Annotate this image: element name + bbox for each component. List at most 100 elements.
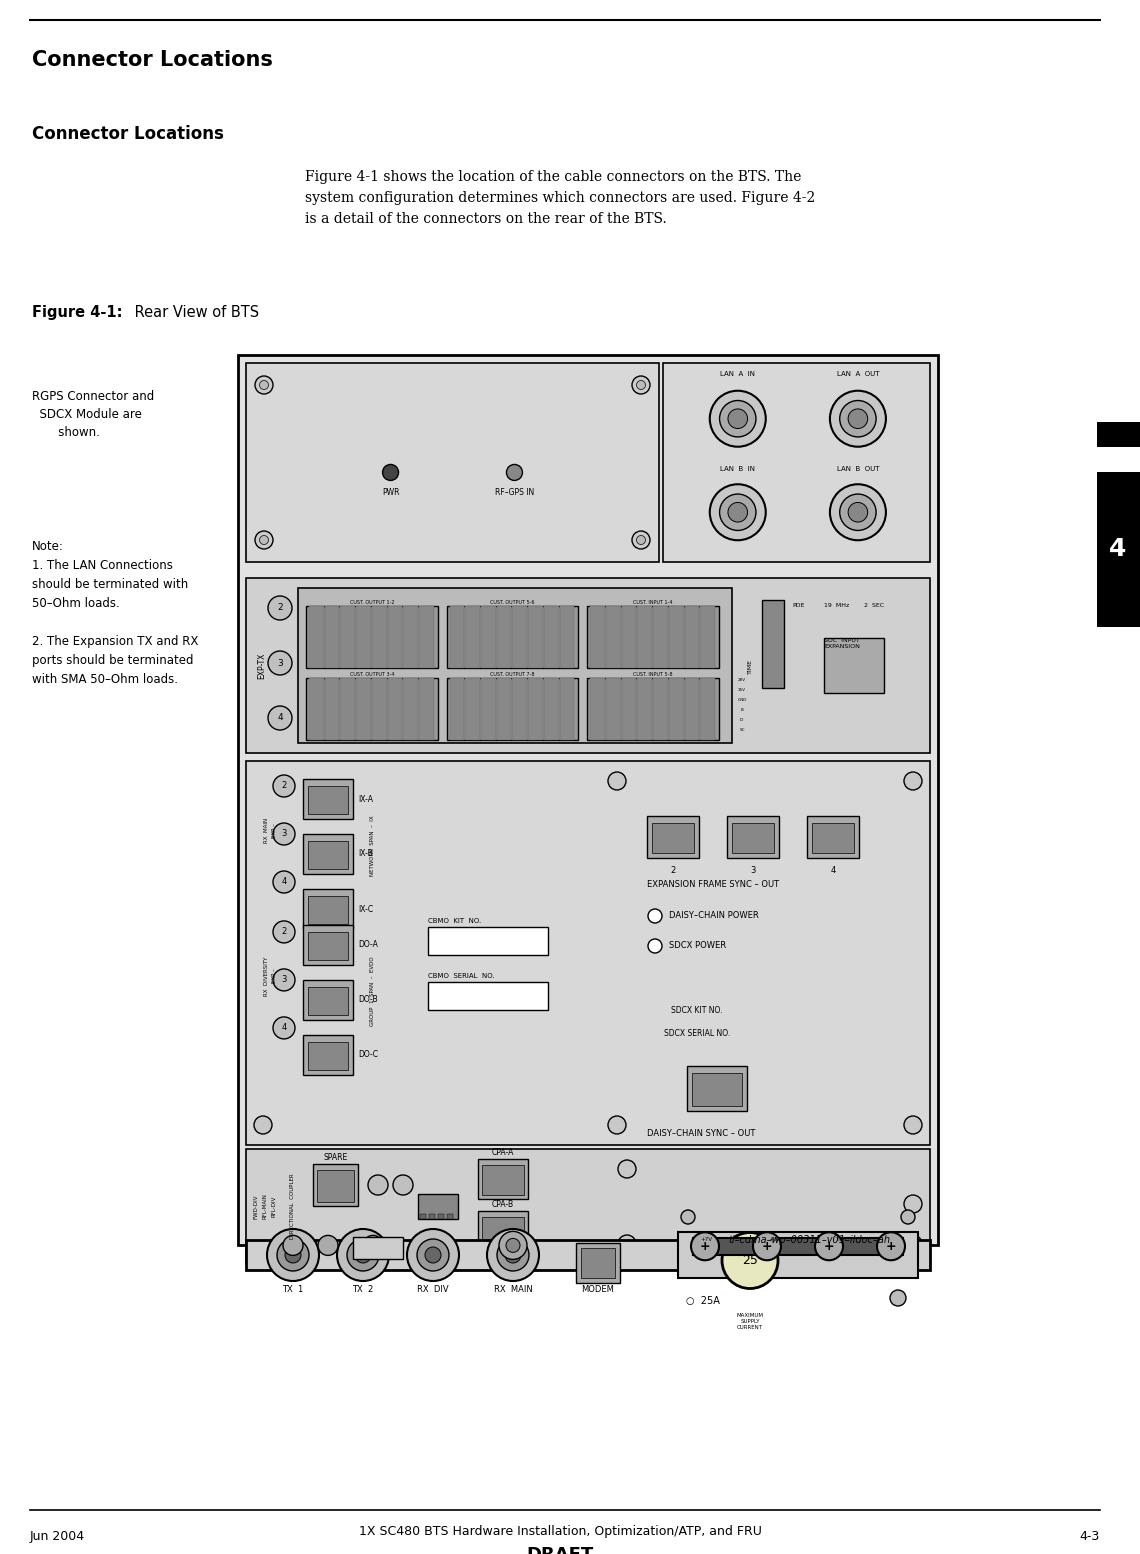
Bar <box>807 816 860 858</box>
Circle shape <box>268 597 292 620</box>
Bar <box>693 1237 903 1256</box>
Text: EXP-TX: EXP-TX <box>258 653 267 679</box>
Text: GROUP  1  SPAN  –  EVDO: GROUP 1 SPAN – EVDO <box>370 957 375 1026</box>
Bar <box>606 678 621 740</box>
Text: IX-C: IX-C <box>358 904 373 914</box>
Bar <box>497 606 512 668</box>
Text: 3: 3 <box>282 976 286 984</box>
Text: CUST. OUTPUT 5-6: CUST. OUTPUT 5-6 <box>490 600 535 605</box>
Circle shape <box>904 1116 922 1134</box>
Circle shape <box>272 1016 295 1040</box>
Bar <box>306 606 438 668</box>
Bar <box>591 678 605 740</box>
Circle shape <box>618 1159 636 1178</box>
Bar <box>418 606 433 668</box>
Bar <box>727 816 779 858</box>
Bar <box>653 678 668 740</box>
Text: DO-C: DO-C <box>358 1051 378 1060</box>
Text: SDCX KIT NO.: SDCX KIT NO. <box>671 1005 723 1015</box>
Circle shape <box>260 536 269 544</box>
Bar <box>308 987 348 1015</box>
Text: PWR: PWR <box>382 488 399 497</box>
Bar <box>465 606 480 668</box>
Bar <box>309 678 324 740</box>
Text: CPA-B: CPA-B <box>492 1200 514 1209</box>
Bar <box>481 606 496 668</box>
Bar <box>447 1214 453 1218</box>
Circle shape <box>719 494 756 530</box>
Circle shape <box>710 485 766 541</box>
Bar <box>824 639 884 693</box>
Bar <box>576 1243 620 1284</box>
Bar <box>449 606 464 668</box>
Text: EXPANSION FRAME SYNC – OUT: EXPANSION FRAME SYNC – OUT <box>648 880 779 889</box>
Bar <box>356 678 370 740</box>
Bar <box>308 1041 348 1069</box>
Circle shape <box>255 531 272 549</box>
Circle shape <box>618 1235 636 1253</box>
Circle shape <box>363 1235 383 1256</box>
Text: LAN  A  IN: LAN A IN <box>720 371 756 378</box>
Text: 3: 3 <box>277 659 283 668</box>
Circle shape <box>505 1246 521 1263</box>
Text: GND: GND <box>738 698 747 702</box>
Circle shape <box>848 502 868 522</box>
Text: Rear View of BTS: Rear View of BTS <box>130 305 259 320</box>
Text: B: B <box>741 709 743 712</box>
Text: SDCX POWER: SDCX POWER <box>669 942 726 949</box>
Circle shape <box>722 1232 777 1288</box>
Text: +: + <box>886 1240 896 1253</box>
Text: Note:
1. The LAN Connections
should be terminated with
50–Ohm loads.

2. The Exp: Note: 1. The LAN Connections should be t… <box>32 539 198 685</box>
Bar <box>652 824 694 853</box>
Circle shape <box>904 1195 922 1214</box>
Circle shape <box>848 409 868 429</box>
Bar <box>246 364 659 563</box>
Circle shape <box>337 1229 389 1280</box>
Circle shape <box>383 465 399 480</box>
Circle shape <box>417 1239 449 1271</box>
Text: DIRECTIONAL  COUPLER: DIRECTIONAL COUPLER <box>291 1173 295 1239</box>
Circle shape <box>608 1116 626 1134</box>
Text: RF–GPS IN: RF–GPS IN <box>495 488 534 497</box>
Bar <box>308 841 348 869</box>
Text: 2: 2 <box>670 866 676 875</box>
Bar <box>700 606 715 668</box>
Text: LAN  B  IN: LAN B IN <box>720 466 756 472</box>
Bar <box>429 1214 435 1218</box>
Bar <box>388 606 402 668</box>
Bar <box>246 1148 930 1263</box>
Circle shape <box>901 1211 915 1225</box>
Bar <box>308 932 348 960</box>
Bar <box>341 606 355 668</box>
Circle shape <box>393 1175 413 1195</box>
Text: SPARE: SPARE <box>324 1153 348 1162</box>
Text: SC: SC <box>739 727 744 732</box>
Text: TIME: TIME <box>748 659 752 674</box>
Bar <box>482 1166 524 1195</box>
Bar <box>449 678 464 740</box>
Text: IX-B: IX-B <box>358 850 373 858</box>
Bar <box>372 606 386 668</box>
Bar <box>669 606 684 668</box>
Circle shape <box>355 1246 371 1263</box>
Bar <box>812 824 854 853</box>
Circle shape <box>272 970 295 991</box>
Circle shape <box>710 390 766 446</box>
Circle shape <box>283 1235 303 1256</box>
Bar <box>482 1217 524 1246</box>
Text: ti–cdma–wp–00311–v01–ildoc–ah: ti–cdma–wp–00311–v01–ildoc–ah <box>728 1235 890 1245</box>
Text: CBMO  SERIAL  NO.: CBMO SERIAL NO. <box>428 973 495 979</box>
Circle shape <box>285 1246 301 1263</box>
Circle shape <box>407 1229 459 1280</box>
Text: +: + <box>762 1240 772 1253</box>
Bar <box>700 678 715 740</box>
Text: LAN  A  OUT: LAN A OUT <box>837 371 879 378</box>
Text: NETWORK  SPAN  –  IX: NETWORK SPAN – IX <box>370 816 375 876</box>
Text: PDE: PDE <box>792 603 805 608</box>
Bar <box>481 678 496 740</box>
Bar <box>420 1214 426 1218</box>
Circle shape <box>260 381 269 390</box>
Bar <box>637 678 652 740</box>
Text: 2: 2 <box>277 603 283 612</box>
Bar <box>637 606 652 668</box>
